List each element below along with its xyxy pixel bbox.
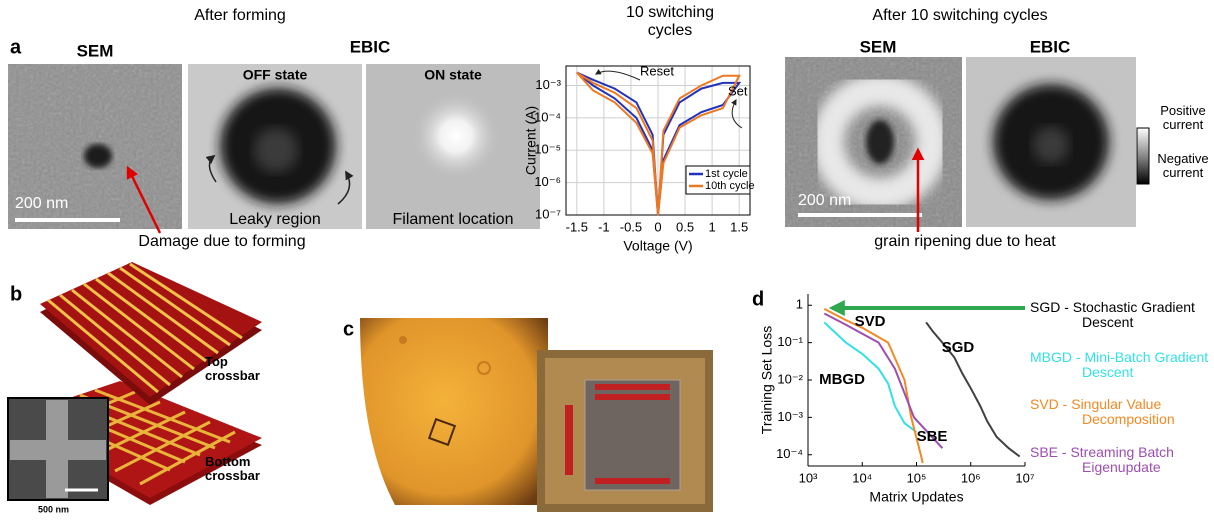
chart-title: 10 switching cycles <box>606 4 734 39</box>
chip-photo <box>537 350 713 512</box>
image-label: Leaky region <box>229 211 321 228</box>
figure: After forming a SEM EBIC OFF state ON st… <box>0 0 1214 520</box>
panel-label: d <box>752 288 764 310</box>
image-heading: SEM <box>77 41 114 60</box>
ebic-image <box>966 57 1136 227</box>
panel-label: b <box>10 283 22 305</box>
x-tick-label: 1.5 <box>730 219 748 234</box>
y-tick-label: 10⁻² <box>777 371 803 386</box>
x-axis-title: Voltage (V) <box>623 238 692 254</box>
legend-label: SVD - Singular Value Decomposition <box>1030 397 1210 428</box>
colorbar-label-box: Negative current <box>1152 152 1214 192</box>
colorbar-label-box: Positive current <box>1152 104 1214 144</box>
x-tick-label: 0 <box>654 219 661 234</box>
legend-label-box: SGD - Stochastic Gradient Descent <box>1030 300 1210 348</box>
annotation: Reset <box>640 63 674 78</box>
y-tick-label: 10⁻¹ <box>777 334 803 349</box>
y-tick-label: 10⁻⁶ <box>534 174 561 189</box>
chart-title-box: 10 switching cycles <box>606 4 734 54</box>
y-axis-title: Training Set Loss <box>759 326 775 434</box>
x-tick-label: 10⁵ <box>907 470 927 485</box>
image-label: Filament location <box>393 211 514 228</box>
section-title: After 10 switching cycles <box>872 7 1047 24</box>
section-title: After forming <box>194 7 286 24</box>
colorbar-label: Negative current <box>1152 152 1214 181</box>
crossbar-label-box: Top crossbar <box>205 355 275 395</box>
legend-label: SBE - Streaming Batch Eigenupdate <box>1030 445 1210 476</box>
crossbar-label: Bottom crossbar <box>205 455 285 484</box>
image-heading: EBIC <box>350 37 391 56</box>
x-tick-label: 10⁶ <box>961 470 981 485</box>
legend-label-box: SVD - Singular Value Decomposition <box>1030 397 1210 445</box>
colorbar <box>1137 128 1149 184</box>
arrow <box>732 100 742 128</box>
panel-label: a <box>10 36 22 58</box>
legend-label-box: SBE - Streaming Batch Eigenupdate <box>1030 445 1210 493</box>
x-tick-label: 10⁴ <box>852 470 872 485</box>
annotation: Set <box>728 83 748 98</box>
series-label: MBGD <box>819 371 865 388</box>
annotation: Damage due to forming <box>138 233 305 250</box>
x-tick-label: -1 <box>598 219 610 234</box>
x-tick-label: 1 <box>709 219 716 234</box>
x-tick-label: 0.5 <box>676 219 694 234</box>
image-heading: EBIC <box>1030 37 1071 56</box>
y-axis-title: Current (A) <box>523 106 539 175</box>
ebic-on-image <box>366 64 540 229</box>
legend-label: MBGD - Mini-Batch Gradient Descent <box>1030 350 1210 381</box>
y-tick-label: 10⁻³ <box>535 77 561 92</box>
image-label: ON state <box>424 67 482 83</box>
image-label: OFF state <box>243 67 308 83</box>
series-label: SGD <box>942 339 975 356</box>
scale-label: 200 nm <box>15 195 68 212</box>
panel-label: c <box>343 318 354 340</box>
crossbar-label-box: Bottom crossbar <box>205 455 285 495</box>
annotation: grain ripening due to heat <box>874 233 1056 250</box>
legend-label-box: MBGD - Mini-Batch Gradient Descent <box>1030 350 1210 398</box>
crossbar-label: Top crossbar <box>205 355 275 384</box>
scale-label: 200 nm <box>798 192 851 209</box>
ebic-off-image <box>188 64 362 229</box>
y-tick-label: 10⁻⁴ <box>776 446 803 461</box>
series-label: SVD <box>855 313 886 330</box>
x-axis-title: Matrix Updates <box>869 489 963 505</box>
y-tick-label: 10⁻⁷ <box>535 206 561 221</box>
image-heading: SEM <box>860 37 897 56</box>
y-tick-label: 1 <box>796 297 803 312</box>
x-tick-label: -0.5 <box>620 219 642 234</box>
legend-label: 1st cycle <box>705 168 748 180</box>
x-tick-label: -1.5 <box>566 219 588 234</box>
legend-label: 10th cycle <box>705 180 755 192</box>
arrow <box>596 71 640 80</box>
wafer-photo <box>360 318 548 505</box>
y-tick-label: 10⁻³ <box>777 409 803 424</box>
x-tick-label: 10³ <box>799 470 818 485</box>
series-label: SBE <box>917 428 948 445</box>
colorbar-label: Positive current <box>1152 104 1214 133</box>
scale-label: 500 nm <box>38 504 69 514</box>
legend-label: SGD - Stochastic Gradient Descent <box>1030 300 1210 331</box>
